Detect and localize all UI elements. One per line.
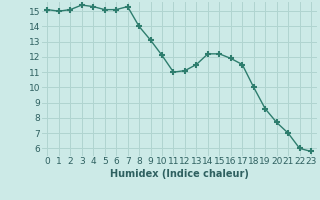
- X-axis label: Humidex (Indice chaleur): Humidex (Indice chaleur): [110, 169, 249, 179]
